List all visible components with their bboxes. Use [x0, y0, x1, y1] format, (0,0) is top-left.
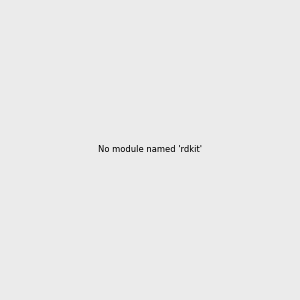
Text: No module named 'rdkit': No module named 'rdkit': [98, 146, 202, 154]
